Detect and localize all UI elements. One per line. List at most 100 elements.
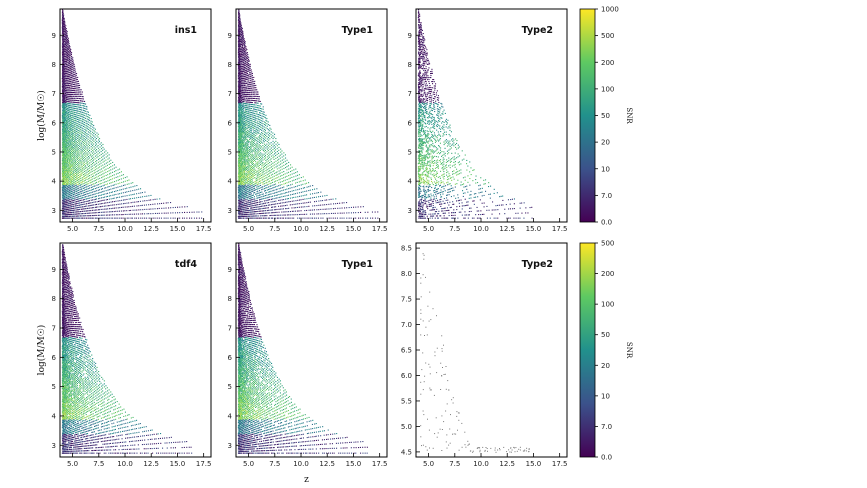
- x-tick-label: 10.0: [117, 225, 133, 233]
- x-tick-label: 15.0: [346, 225, 362, 233]
- y-tick-label: 8: [228, 295, 232, 303]
- colorbar-tick-label: 7.0: [601, 192, 612, 200]
- x-tick-label: 5.0: [243, 460, 254, 468]
- y-tick-label: 8: [52, 61, 56, 69]
- x-tick-label: 12.5: [143, 225, 159, 233]
- colorbar-tick-label: 20: [601, 139, 610, 147]
- y-tick-label: 8: [408, 61, 412, 69]
- colorbar-2: 0.0 7.0 10 20 50 100 200 500 SNR: [579, 240, 633, 462]
- y-tick-label: 3: [228, 207, 232, 215]
- x-tick-label: 7.5: [449, 225, 460, 233]
- x-tick-label: 7.5: [93, 460, 104, 468]
- y-tick-label: 6.0: [401, 372, 412, 380]
- x-tick-label: 7.5: [93, 225, 104, 233]
- colorbar-tick-label: 0.0: [601, 219, 612, 227]
- x-tick-label: 5.0: [423, 460, 434, 468]
- panel-title: Type1: [342, 259, 373, 270]
- y-tick-label: 5: [52, 383, 56, 391]
- x-tick-label: 5.0: [423, 225, 434, 233]
- x-tick-label: 5.0: [243, 225, 254, 233]
- x-tick-label: 15.0: [526, 460, 542, 468]
- colorbar-tick-label: 7.0: [601, 423, 612, 431]
- scatter-points: [417, 9, 533, 219]
- y-tick-label: 6: [228, 354, 233, 362]
- panel-2-1: 5.0 7.5 10.0 12.5 15.0 17.5 3 4 5 6 7 8 9 tdf4 log(M/M…: [36, 242, 212, 468]
- y-axis-label: log(M/M☉): [36, 325, 47, 376]
- x-axis-label: z: [304, 475, 309, 485]
- x-tick-label: 5.0: [67, 225, 78, 233]
- y-tick-label: 8: [228, 61, 232, 69]
- y-tick-label: 8.5: [401, 245, 412, 253]
- y-tick-label: 3: [52, 442, 56, 450]
- x-tick-label: 17.5: [196, 460, 212, 468]
- x-tick-label: 12.5: [143, 460, 159, 468]
- y-axis-label: log(M/M☉): [36, 90, 47, 141]
- panel-2-2: 5.0 7.5 10.0 12.5 15.0 17.5 3 4 5 6 7 8 9 Type1: [228, 242, 388, 468]
- colorbar-label: SNR: [625, 342, 633, 359]
- panel-1-1: 5.0 7.5 10.0 12.5 15.0 17.5 3 4 5 6 7 8 9 ins1 log(M/M…: [36, 8, 212, 233]
- y-tick-label: 7: [52, 90, 56, 98]
- y-tick-label: 7: [408, 90, 412, 98]
- panel-frame: [415, 242, 568, 458]
- colorbar-tick-label: 500: [601, 240, 614, 248]
- colorbar-1: 0.0 7.0 10 20 50 100 200 500 1000 SNR: [579, 6, 633, 227]
- y-tick-label: 9: [228, 32, 232, 40]
- y-tick-label: 5: [52, 148, 56, 156]
- y-tick-label: 6: [228, 119, 233, 127]
- colorbar-tick-label: 10: [601, 165, 610, 173]
- x-tick-label: 17.5: [196, 225, 212, 233]
- colorbar-tick-label: 200: [601, 59, 614, 67]
- x-tick-label: 15.0: [346, 460, 362, 468]
- colorbar-gradient: [579, 8, 596, 223]
- y-tick-label: 7: [228, 325, 232, 333]
- y-tick-label: 4: [52, 178, 57, 186]
- x-tick-label: 12.5: [499, 225, 515, 233]
- scatter-points: [237, 243, 368, 454]
- scatter-points: [61, 244, 193, 454]
- panel-frame: [235, 242, 388, 458]
- y-tick-label: 5: [408, 148, 412, 156]
- x-tick-label: 17.5: [552, 225, 568, 233]
- panel-1-2: 5.0 7.5 10.0 12.5 15.0 17.5 3 4 5 6 7 8 9 Type1: [228, 8, 388, 233]
- x-tick-label: 12.5: [319, 460, 335, 468]
- y-tick-label: 3: [408, 207, 412, 215]
- panel-2-3: 5.0 7.5 10.0 12.5 15.0 17.5 4.5 5.0 5.5 6.0 6.5 7.0…: [401, 242, 568, 468]
- panel-title: ins1: [175, 25, 197, 36]
- panel-frame: [415, 8, 568, 223]
- y-tick-label: 7: [228, 90, 232, 98]
- panel-title: Type2: [522, 25, 553, 36]
- y-tick-label: 5: [228, 383, 232, 391]
- y-tick-label: 6: [408, 119, 413, 127]
- colorbar-tick-label: 50: [601, 112, 610, 120]
- scatter-points: [237, 9, 379, 219]
- y-tick-label: 4.5: [401, 448, 412, 456]
- panel-1-3: 5.0 7.5 10.0 12.5 15.0 17.5 3 4 5 6 7 8 9 Type2: [408, 8, 568, 233]
- y-tick-label: 8: [52, 295, 56, 303]
- colorbar-tick-label: 100: [601, 85, 614, 93]
- y-tick-label: 3: [228, 442, 232, 450]
- colorbar-tick-label: 0.0: [601, 454, 612, 462]
- x-tick-label: 17.5: [552, 460, 568, 468]
- x-tick-label: 7.5: [269, 225, 280, 233]
- y-tick-label: 4: [228, 178, 233, 186]
- colorbar-label: SNR: [625, 107, 633, 124]
- y-tick-label: 3: [52, 207, 56, 215]
- x-tick-label: 15.0: [170, 225, 186, 233]
- colorbar-tick-label: 500: [601, 32, 614, 40]
- x-tick-label: 15.0: [526, 225, 542, 233]
- scatter-points: [420, 253, 530, 453]
- colorbar-tick-label: 10: [601, 392, 610, 400]
- y-tick-label: 9: [408, 32, 412, 40]
- colorbar-gradient: [579, 242, 596, 458]
- x-tick-label: 12.5: [499, 460, 515, 468]
- y-tick-label: 9: [228, 266, 232, 274]
- y-tick-label: 4: [52, 412, 57, 420]
- y-tick-label: 7: [52, 325, 56, 333]
- panel-title: Type1: [342, 25, 373, 36]
- y-tick-label: 5.0: [401, 423, 412, 431]
- x-tick-label: 12.5: [319, 225, 335, 233]
- panel-frame: [235, 8, 388, 223]
- x-tick-label: 10.0: [293, 460, 309, 468]
- y-tick-label: 6: [52, 354, 57, 362]
